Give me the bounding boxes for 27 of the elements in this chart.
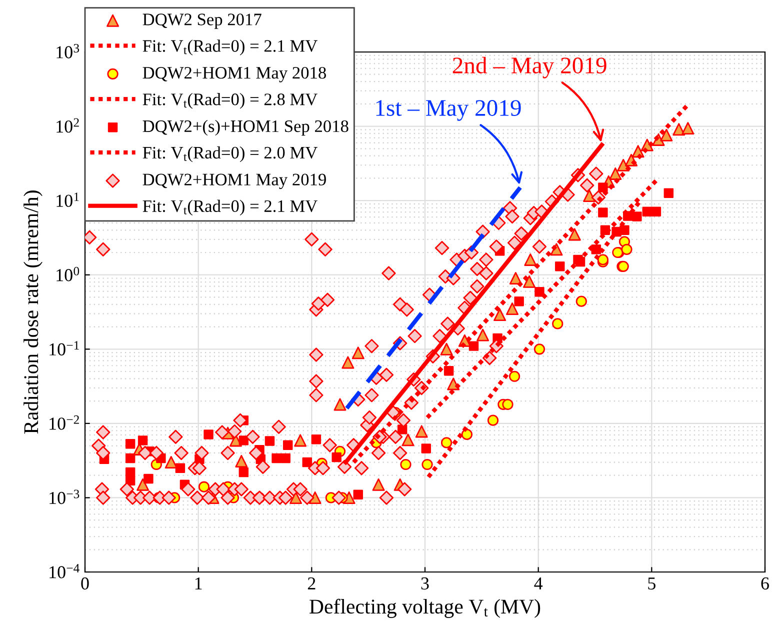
x-tick-label: 2 bbox=[308, 577, 316, 590]
x-tick-label: 0 bbox=[81, 577, 89, 590]
y-tick-label: 10$^{−1}$ bbox=[50, 341, 79, 356]
legend-label: DQW2 Sep 2017 bbox=[142, 14, 262, 29]
x-tick-label: 6 bbox=[761, 577, 769, 590]
x-axis-title: Deflecting voltage V$_{t}$ (MV) bbox=[310, 598, 540, 618]
y-tick-label: 10$^{2}$ bbox=[56, 118, 79, 133]
y-tick-label: 10$^{−4}$ bbox=[50, 564, 80, 578]
y-tick-label: 10$^{0}$ bbox=[56, 266, 80, 282]
annotation: 1st – May 2019 bbox=[376, 100, 521, 121]
y-axis-title: Radiation dose rate (mrem/h) bbox=[24, 190, 42, 434]
legend-label: Fit: V$_{t}$(Rad=0) = 2.8 MV bbox=[142, 93, 318, 109]
legend-label: DQW2+HOM1 May 2019 bbox=[142, 174, 326, 190]
legend-label: Fit: V$_{t}$(Rad=0) = 2.0 MV bbox=[142, 146, 318, 162]
legend-label: Fit: V$_{t}$(Rad=0) = 2.1 MV bbox=[142, 200, 318, 216]
y-tick-label: 10$^{3}$ bbox=[56, 44, 80, 58]
legend-label: DQW2+HOM1 May 2018 bbox=[142, 66, 326, 82]
y-tick-label: 10$^{1}$ bbox=[56, 192, 79, 207]
x-tick-label: 5 bbox=[648, 578, 656, 590]
x-tick-label: 1 bbox=[195, 577, 202, 590]
legend-label: Fit: V$_{t}$(Rad=0) = 2.1 MV bbox=[142, 40, 318, 56]
y-tick-label: 10$^{−2}$ bbox=[50, 415, 79, 430]
x-tick-label: 3 bbox=[421, 577, 429, 590]
legend-label: DQW2+(s)+HOM1 Sep 2018 bbox=[142, 120, 348, 136]
y-tick-label: 10$^{−3}$ bbox=[50, 490, 80, 504]
annotation: 2nd – May 2019 bbox=[452, 56, 606, 78]
x-tick-label: 4 bbox=[534, 578, 543, 590]
